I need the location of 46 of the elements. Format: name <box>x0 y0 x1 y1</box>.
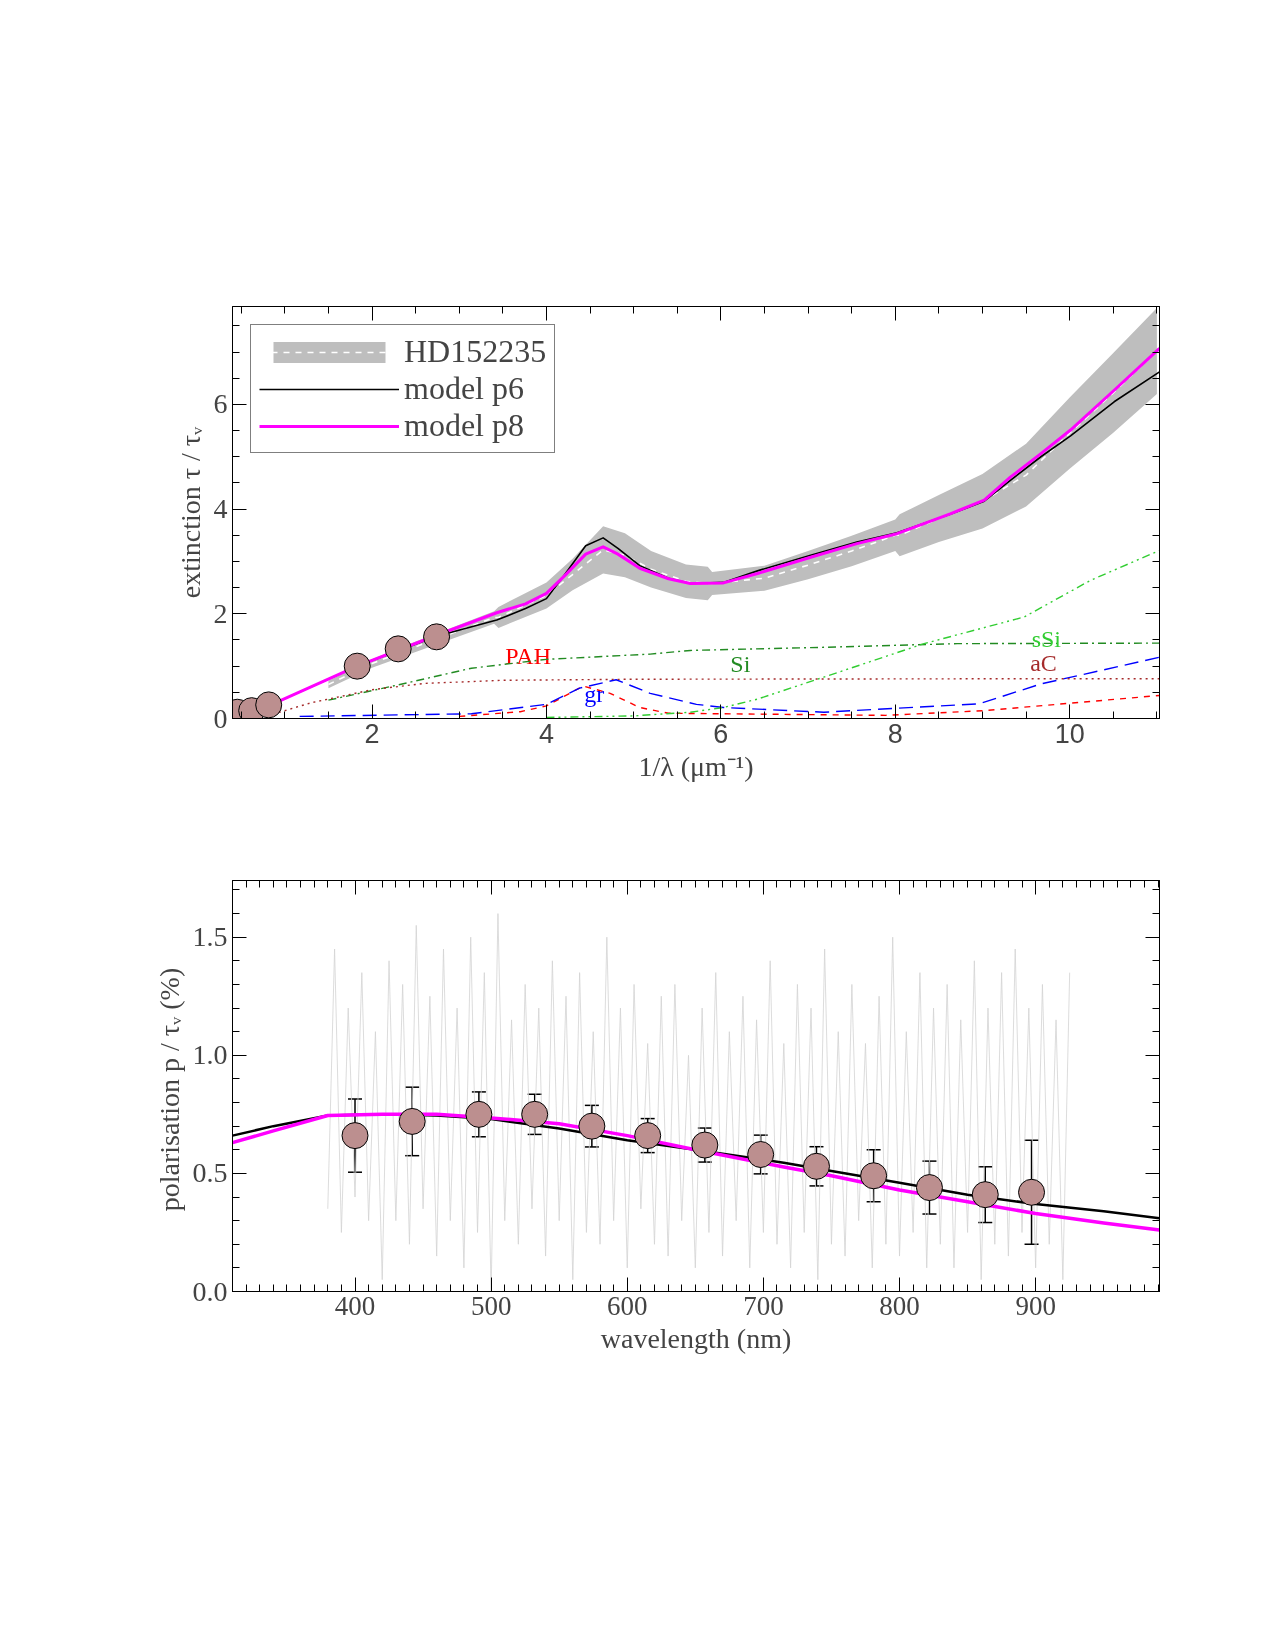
point <box>578 1112 606 1140</box>
y-tick-label: 0.5 <box>192 1157 228 1189</box>
y-tick-label: 0.0 <box>192 1275 228 1307</box>
series-label: PAH <box>505 643 551 670</box>
legend-label: model p8 <box>404 407 524 444</box>
series-label: aC <box>1030 649 1057 676</box>
y-tick-label: 6 <box>213 388 228 420</box>
y-tick-label: 0 <box>213 702 228 734</box>
point <box>860 1162 888 1190</box>
point <box>1018 1178 1046 1206</box>
x-tick-label: 500 <box>470 1290 512 1321</box>
point <box>915 1174 943 1202</box>
point <box>521 1100 549 1128</box>
point <box>398 1107 426 1135</box>
y-tick-label: 1.0 <box>192 1039 228 1071</box>
point <box>802 1152 830 1180</box>
legend-label: model p6 <box>404 370 524 407</box>
x-tick-label: 8 <box>887 718 903 749</box>
x-tick-label: 600 <box>607 1290 648 1321</box>
x-tick-label: 800 <box>879 1290 920 1321</box>
point <box>691 1131 719 1159</box>
line-series <box>458 685 1160 718</box>
x-axis-title: 1/λ (μm⁻¹) <box>638 750 754 782</box>
x-axis-title: wavelength (nm) <box>600 1322 792 1354</box>
point <box>465 1100 493 1128</box>
y-axis-title: extinction τ / τᵥ <box>174 425 206 599</box>
point <box>341 1122 369 1150</box>
x-tick-label: 10 <box>1054 718 1085 749</box>
x-tick-label: 400 <box>334 1290 376 1321</box>
point <box>634 1122 662 1150</box>
line-series <box>327 913 1071 1292</box>
x-tick-label: 2 <box>364 718 380 749</box>
x-tick-label: 700 <box>743 1290 784 1321</box>
point <box>747 1141 775 1168</box>
x-tick-label: 6 <box>713 718 729 749</box>
x-tick-label: 4 <box>538 718 554 749</box>
x-tick-label: 900 <box>1015 1290 1056 1321</box>
legend-label: HD152235 <box>404 333 547 370</box>
y-tick-label: 4 <box>213 493 228 525</box>
y-tick-label: 2 <box>213 597 228 629</box>
y-tick-label: 1.5 <box>192 921 228 953</box>
series-label: sSi <box>1031 625 1062 652</box>
series-label: Si <box>730 651 751 678</box>
series-label: gr <box>584 680 605 707</box>
y-axis-title: polarisation p / τᵥ (%) <box>153 967 185 1212</box>
point <box>971 1181 999 1209</box>
